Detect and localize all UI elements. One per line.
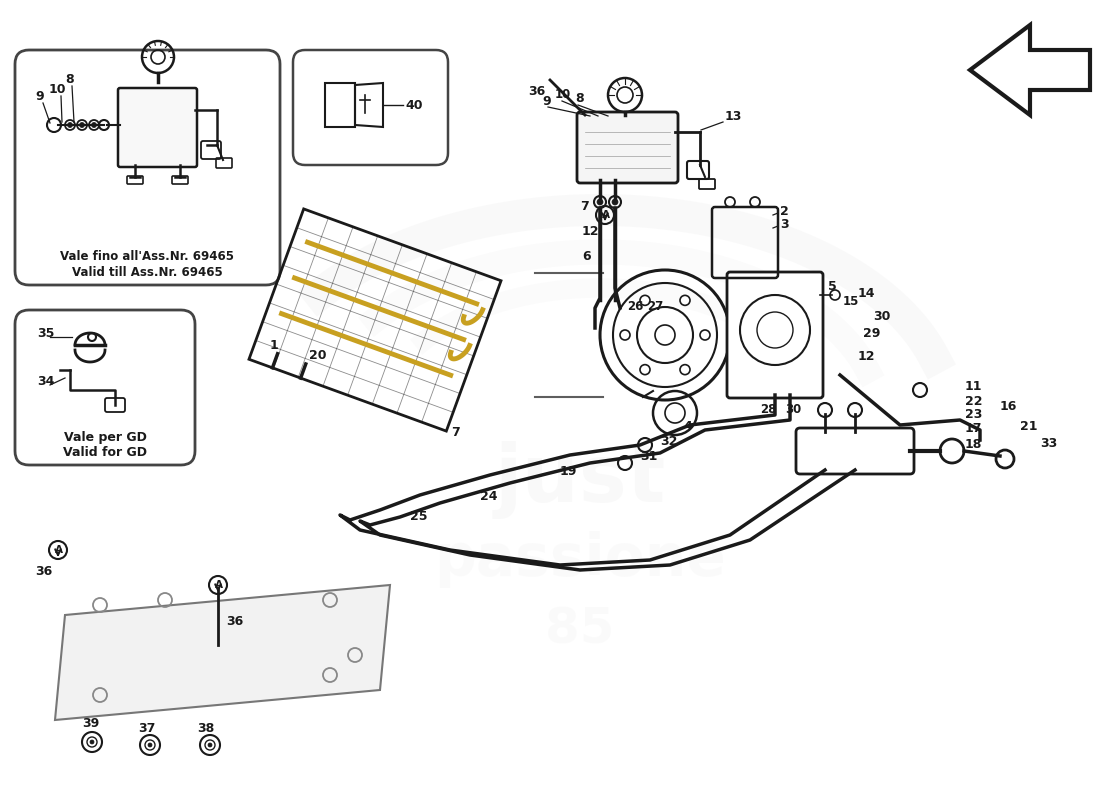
- FancyBboxPatch shape: [796, 428, 914, 474]
- Text: 33: 33: [1040, 437, 1057, 450]
- Text: 11: 11: [965, 380, 982, 393]
- Text: 34: 34: [37, 375, 54, 388]
- Text: Valid for GD: Valid for GD: [63, 446, 147, 458]
- FancyBboxPatch shape: [727, 272, 823, 398]
- Text: 36: 36: [528, 85, 546, 98]
- Text: 1: 1: [270, 339, 278, 352]
- Circle shape: [612, 199, 618, 205]
- Text: Vale per GD: Vale per GD: [64, 430, 146, 443]
- Text: 23: 23: [965, 408, 982, 421]
- Circle shape: [91, 122, 97, 127]
- FancyBboxPatch shape: [293, 50, 448, 165]
- Text: 9: 9: [35, 90, 44, 103]
- Text: 24: 24: [480, 490, 497, 503]
- Circle shape: [640, 295, 650, 306]
- Circle shape: [680, 295, 690, 306]
- Text: 19: 19: [560, 465, 578, 478]
- Text: 36: 36: [226, 615, 243, 628]
- Text: 27: 27: [647, 300, 663, 313]
- Circle shape: [640, 365, 650, 374]
- Text: 4: 4: [683, 420, 692, 433]
- Text: 16: 16: [1000, 400, 1018, 413]
- Text: 40: 40: [405, 99, 422, 112]
- Text: 22: 22: [965, 395, 982, 408]
- Text: 36: 36: [35, 565, 53, 578]
- Text: A: A: [55, 545, 63, 555]
- Text: 8: 8: [65, 73, 74, 86]
- Text: 10: 10: [50, 83, 66, 96]
- Polygon shape: [970, 25, 1090, 115]
- Text: 7: 7: [451, 426, 460, 439]
- Text: 12: 12: [858, 350, 876, 363]
- Text: 30: 30: [873, 310, 890, 323]
- Text: 8: 8: [575, 92, 584, 105]
- Text: 3: 3: [780, 218, 789, 231]
- FancyBboxPatch shape: [578, 112, 678, 183]
- Text: 6: 6: [582, 250, 591, 263]
- Text: 9: 9: [542, 95, 551, 108]
- FancyBboxPatch shape: [15, 50, 280, 285]
- Text: 12: 12: [582, 225, 600, 238]
- Text: Valid till Ass.Nr. 69465: Valid till Ass.Nr. 69465: [73, 266, 223, 278]
- Text: 14: 14: [858, 287, 876, 300]
- Text: just: just: [494, 441, 666, 519]
- Circle shape: [208, 743, 212, 747]
- Text: 39: 39: [82, 717, 99, 730]
- Circle shape: [79, 122, 85, 127]
- Text: 7: 7: [580, 200, 588, 213]
- Text: 85: 85: [546, 606, 615, 654]
- Circle shape: [700, 330, 710, 340]
- Text: 20: 20: [309, 350, 327, 362]
- Text: 29: 29: [864, 327, 880, 340]
- Text: 10: 10: [556, 88, 571, 101]
- Circle shape: [90, 740, 94, 744]
- Text: A: A: [602, 210, 610, 220]
- FancyBboxPatch shape: [118, 88, 197, 167]
- Polygon shape: [55, 585, 390, 720]
- Text: 2: 2: [780, 205, 789, 218]
- Text: 17: 17: [965, 422, 982, 435]
- Text: 28: 28: [760, 403, 777, 416]
- Text: A: A: [214, 580, 223, 590]
- Text: 31: 31: [640, 450, 658, 463]
- Text: 38: 38: [197, 722, 215, 735]
- Circle shape: [67, 122, 73, 127]
- Text: 25: 25: [410, 510, 428, 523]
- Circle shape: [597, 199, 603, 205]
- Circle shape: [680, 365, 690, 374]
- Text: 15: 15: [843, 295, 859, 308]
- Text: 18: 18: [965, 438, 982, 451]
- Text: 32: 32: [660, 435, 678, 448]
- FancyBboxPatch shape: [15, 310, 195, 465]
- Text: 21: 21: [1020, 420, 1037, 433]
- Circle shape: [620, 330, 630, 340]
- Text: passione: passione: [434, 531, 726, 589]
- Text: 26: 26: [627, 300, 644, 313]
- Text: 30: 30: [785, 403, 801, 416]
- Text: 37: 37: [138, 722, 155, 735]
- Text: 5: 5: [828, 280, 837, 293]
- Text: Vale fino all'Ass.Nr. 69465: Vale fino all'Ass.Nr. 69465: [60, 250, 234, 263]
- Text: 13: 13: [725, 110, 742, 123]
- Text: 35: 35: [37, 327, 54, 340]
- Circle shape: [148, 743, 152, 747]
